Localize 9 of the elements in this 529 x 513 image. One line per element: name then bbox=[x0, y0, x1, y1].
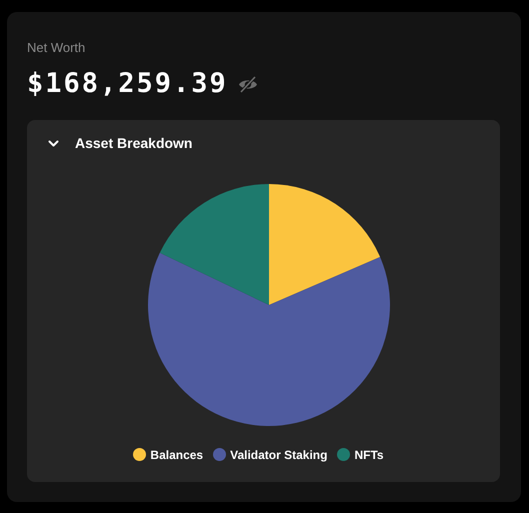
pie-slice bbox=[148, 252, 390, 426]
pie-slice bbox=[269, 184, 380, 305]
legend-label: Validator Staking bbox=[230, 448, 328, 462]
legend-label: Balances bbox=[150, 448, 204, 462]
pie-slice bbox=[160, 184, 269, 305]
chart-title: Asset Breakdown bbox=[75, 135, 192, 151]
text: $168,259.39 bbox=[27, 68, 228, 99]
text: Net Worth bbox=[27, 40, 86, 55]
legend-label: NFTs bbox=[354, 448, 384, 462]
